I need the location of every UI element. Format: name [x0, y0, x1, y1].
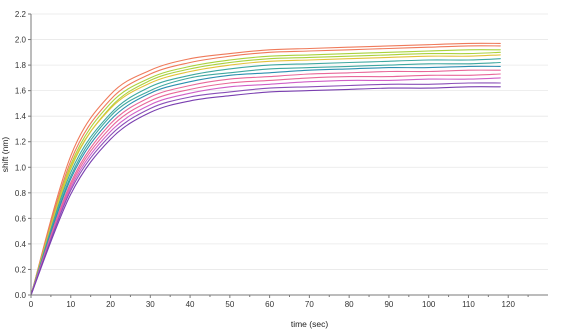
series-line	[30, 65, 501, 296]
x-tick-label: 110	[462, 300, 475, 309]
series-line	[30, 45, 501, 296]
y-tick-label: 1.0	[15, 163, 27, 172]
y-tick-label: 0.4	[15, 240, 27, 249]
y-tick-label: 1.6	[15, 87, 27, 96]
series-line	[30, 61, 501, 296]
y-axis-title: shift (nm)	[0, 137, 10, 173]
x-tick-label: 70	[305, 300, 314, 309]
x-tick-label: 50	[225, 300, 234, 309]
gridlines	[31, 13, 548, 270]
y-tick-label: 0.0	[15, 291, 27, 300]
x-tick-label: 0	[29, 300, 34, 309]
series-line	[30, 42, 501, 296]
series-line	[30, 54, 501, 296]
series-line	[30, 49, 501, 296]
y-tick-label: 1.2	[15, 138, 27, 147]
series-line	[30, 82, 501, 296]
series-line	[30, 69, 501, 296]
x-tick-label: 100	[422, 300, 436, 309]
x-tick-label: 10	[66, 300, 75, 309]
x-tick-label: 80	[345, 300, 354, 309]
y-tick-label: 1.4	[15, 112, 27, 121]
tick-labels: 0.0 0.2 0.4 0.6 0.8 1.0 1.2 1.4 1.6 1.8 2.0 2.2 0 10 2…	[15, 10, 529, 309]
x-tick-label: 90	[384, 300, 393, 309]
x-tick-label: 40	[186, 300, 195, 309]
x-tick-label: 30	[146, 300, 155, 309]
y-tick-label: 0.6	[15, 214, 27, 223]
series-lines	[30, 42, 501, 296]
x-tick-label: 20	[106, 300, 115, 309]
series-line	[30, 58, 501, 296]
series-line	[30, 73, 501, 296]
series-line	[30, 77, 501, 296]
y-tick-label: 2.2	[15, 10, 27, 19]
y-tick-label: 1.8	[15, 61, 27, 70]
y-tick-label: 2.0	[15, 36, 27, 45]
series-line	[30, 86, 501, 296]
x-tick-label: 120	[502, 300, 516, 309]
y-tick-label: 0.2	[15, 265, 27, 274]
x-tick-label: 60	[265, 300, 274, 309]
x-axis-title: time (sec)	[291, 319, 328, 329]
y-tick-label: 0.8	[15, 189, 27, 198]
